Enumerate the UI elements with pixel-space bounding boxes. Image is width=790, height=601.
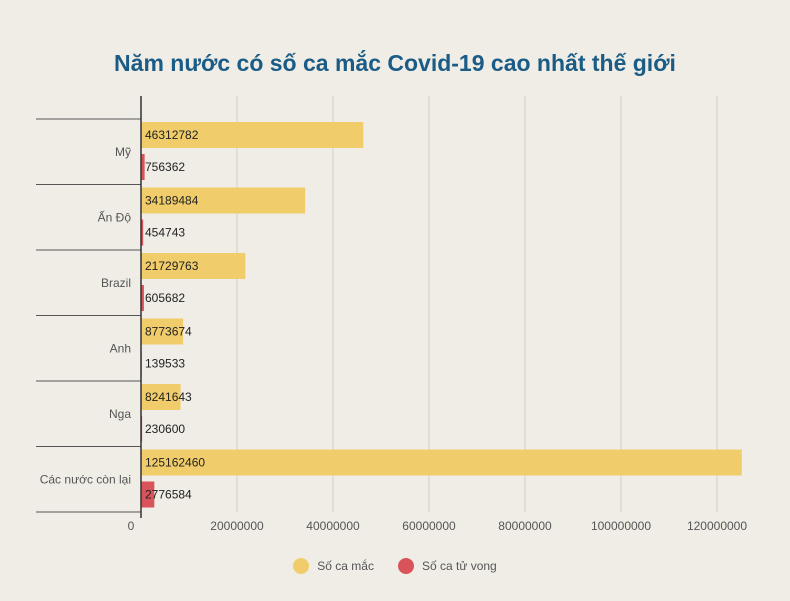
bar-1-0 — [141, 154, 145, 180]
category-label-0: Mỹ — [115, 145, 131, 159]
x-tick-label-4: 80000000 — [498, 519, 552, 533]
bar-1-1 — [141, 219, 144, 246]
bar-0-0 — [141, 122, 364, 148]
data-label-0-4: 8241643 — [145, 390, 192, 404]
x-tick-label-3: 60000000 — [402, 519, 456, 533]
data-label-1-4: 230600 — [145, 422, 185, 436]
bar-0-3 — [141, 318, 184, 345]
data-label-1-0: 756362 — [145, 160, 185, 174]
x-tick-label-2: 40000000 — [306, 519, 360, 533]
data-label-1-2: 605682 — [145, 291, 185, 305]
bar-0-5 — [141, 449, 742, 476]
data-label-0-5: 125162460 — [145, 456, 205, 470]
legend-item-deaths[interactable]: Số ca tử vong — [397, 558, 497, 574]
data-label-0-2: 21729763 — [145, 259, 199, 273]
bar-chart: Mỹ 46312782 756362 Ấn Độ 34189484 454743 Brazi… — [36, 96, 747, 533]
category-label-5: Các nước còn lại — [40, 472, 131, 486]
data-label-1-3: 139533 — [145, 357, 185, 371]
x-tick-label-1: 20000000 — [210, 519, 264, 533]
x-tick-label-6: 120000000 — [687, 519, 747, 533]
bar-1-5 — [141, 481, 155, 508]
legend-item-cases[interactable]: Số ca mắc — [293, 558, 374, 574]
legend-swatch-cases — [293, 558, 310, 574]
data-label-0-3: 8773674 — [145, 325, 192, 339]
chart-legend: Số ca mắc Số ca tử vong — [0, 558, 790, 574]
legend-swatch-deaths — [397, 558, 414, 574]
data-label-1-5: 2776584 — [145, 488, 192, 502]
x-tick-label-5: 100000000 — [591, 519, 651, 533]
data-label-0-0: 46312782 — [145, 128, 199, 142]
data-label-0-1: 34189484 — [145, 194, 199, 208]
category-label-1: Ấn Độ — [98, 209, 132, 224]
bar-0-4 — [141, 384, 181, 410]
bar-1-2 — [141, 285, 144, 311]
category-label-4: Nga — [109, 407, 131, 421]
category-label-3: Anh — [110, 341, 131, 355]
legend-label-cases: Số ca mắc — [317, 559, 374, 573]
legend-label-deaths: Số ca tử vong — [421, 559, 497, 573]
bar-0-2 — [141, 253, 246, 279]
x-tick-label-0: 0 — [128, 519, 135, 533]
chart-title: Năm nước có số ca mắc Covid-19 cao nhất … — [114, 50, 676, 76]
category-label-2: Brazil — [101, 276, 131, 290]
bar-0-1 — [141, 187, 306, 214]
data-label-1-1: 454743 — [145, 226, 185, 240]
